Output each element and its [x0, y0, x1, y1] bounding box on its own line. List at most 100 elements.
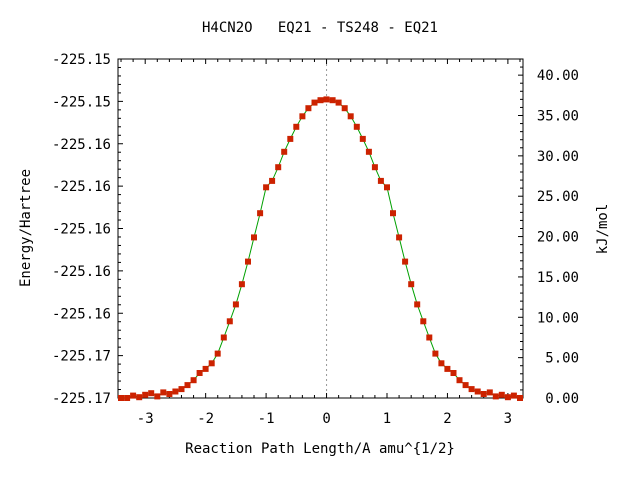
data-point [317, 97, 324, 104]
data-point [214, 350, 221, 357]
data-point [353, 123, 360, 130]
data-point [408, 281, 415, 288]
data-point [172, 388, 179, 395]
data-point [329, 97, 336, 104]
data-point [263, 184, 270, 191]
x-axis: -3 -2 -1 0 1 2 3 [120, 59, 521, 427]
data-point [462, 382, 469, 389]
data-point [510, 392, 517, 399]
y-tick-label: -225.17 [52, 391, 111, 407]
data-point [450, 370, 457, 376]
data-point [402, 258, 409, 265]
data-point [232, 301, 239, 308]
data-point [142, 391, 149, 398]
data-point [245, 258, 251, 265]
data-point [238, 281, 245, 288]
y2-tick-label: 5.00 [545, 351, 579, 367]
data-point [124, 395, 131, 401]
data-point [148, 390, 155, 397]
plot-frame [117, 58, 524, 399]
y2-tick-label: 0.00 [545, 391, 579, 407]
data-point [504, 394, 511, 401]
data-point [196, 370, 203, 376]
data-point [184, 382, 191, 389]
data-point [517, 395, 523, 401]
data-point [371, 164, 378, 171]
data-point [323, 96, 330, 103]
data-point [444, 365, 451, 372]
data-point [384, 184, 390, 191]
y-tick-label: -225.16 [52, 264, 111, 280]
y2-tick-label: 35.00 [537, 109, 579, 125]
data-point [257, 210, 264, 217]
y-tick-label: -225.16 [52, 306, 111, 322]
data-point [492, 393, 499, 400]
data-point [220, 334, 227, 341]
x-tick-label: 1 [383, 411, 391, 427]
x-tick-label: -2 [197, 411, 214, 427]
y2-axis-label: kJ/mol [595, 204, 611, 255]
data-point [305, 105, 312, 112]
data-point [118, 395, 124, 401]
y2-tick-label: 40.00 [537, 68, 579, 84]
data-point [251, 234, 257, 241]
data-point [486, 389, 493, 396]
data-point [468, 386, 475, 393]
data-point [275, 164, 282, 171]
y2-tick-label: 25.00 [537, 189, 579, 205]
data-point [341, 105, 348, 112]
data-point [190, 377, 197, 384]
y2-tick-label: 20.00 [537, 230, 579, 246]
data-point [226, 318, 233, 325]
data-point [335, 99, 342, 106]
data-point [438, 360, 445, 367]
y-tick-label: -225.15 [52, 52, 111, 68]
data-point [208, 360, 215, 367]
x-tick-label: 2 [443, 411, 451, 427]
data-point [311, 99, 318, 106]
y-tick-label: -225.15 [52, 94, 111, 110]
data-point [287, 135, 294, 142]
data-point [474, 388, 481, 395]
y-tick-label: -225.17 [52, 349, 111, 365]
chart-title: H4CN2O EQ21 - TS248 - EQ21 [202, 20, 438, 36]
data-point [130, 392, 137, 399]
data-point [347, 113, 354, 120]
data-point [178, 386, 185, 393]
y-tick-label: -225.16 [52, 222, 111, 238]
data-point [420, 318, 427, 325]
data-point [456, 377, 463, 384]
data-point [154, 393, 161, 400]
data-point [299, 113, 306, 120]
y2-tick-label: 15.00 [537, 270, 579, 286]
data-point [166, 391, 173, 397]
data-point [426, 334, 433, 341]
data-point [498, 391, 505, 398]
x-tick-label: -1 [258, 411, 275, 427]
y-axis-left: -225.17 -225.17 -225.16 -225.16 -225.16 -225.… [52, 52, 123, 407]
data-point [377, 177, 384, 184]
data-point [359, 135, 366, 142]
x-tick-label: 0 [322, 411, 330, 427]
x-tick-label: -3 [137, 411, 154, 427]
data-point [396, 234, 403, 241]
data-point [390, 210, 396, 217]
data-point [269, 177, 276, 184]
data-point [480, 391, 487, 397]
data-point [202, 365, 209, 372]
y2-tick-label: 30.00 [537, 149, 579, 165]
y-axis-right: 0.00 5.00 10.00 15.00 20.00 25.00 30.00 35.00 40… [518, 66, 579, 407]
y-axis-label: Energy/Hartree [18, 169, 34, 287]
series-line [121, 98, 521, 399]
x-tick-label: 3 [504, 411, 512, 427]
data-point [281, 148, 288, 155]
data-point [432, 350, 439, 357]
data-point [136, 394, 143, 401]
data-point [160, 389, 167, 396]
y2-tick-label: 10.00 [537, 310, 579, 326]
data-point [365, 148, 372, 155]
y-tick-label: -225.16 [52, 179, 111, 195]
series-points [118, 96, 523, 401]
y-tick-label: -225.16 [52, 137, 111, 153]
